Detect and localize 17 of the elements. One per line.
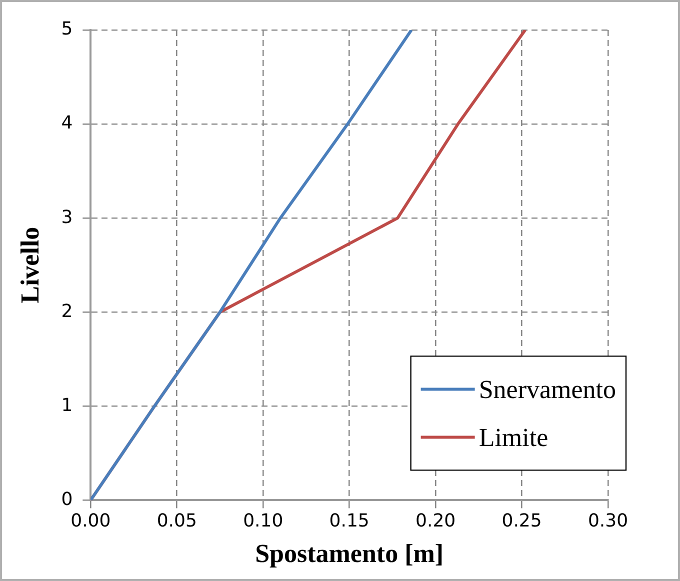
x-tick-label: 0.20 xyxy=(416,510,456,532)
y-tick-label: 2 xyxy=(61,300,73,322)
y-tick-label: 4 xyxy=(61,112,73,134)
x-tick-label: 0.30 xyxy=(588,510,628,532)
x-axis-title: Spostamento [m] xyxy=(255,539,444,568)
legend-label: Limite xyxy=(478,423,548,452)
legend-label: Snervamento xyxy=(478,375,616,404)
x-tick-label: 0.00 xyxy=(70,510,111,532)
y-tick-label: 0 xyxy=(61,488,73,510)
y-tick-label: 3 xyxy=(61,206,73,228)
y-tick-label: 5 xyxy=(61,18,73,40)
x-tick-label: 0.15 xyxy=(329,510,370,532)
y-axis-title: Livello xyxy=(15,226,44,304)
x-tick-label: 0.05 xyxy=(156,510,197,532)
y-tick-label: 1 xyxy=(61,394,73,416)
x-tick-label: 0.25 xyxy=(502,510,542,532)
x-tick-label: 0.10 xyxy=(243,510,284,532)
